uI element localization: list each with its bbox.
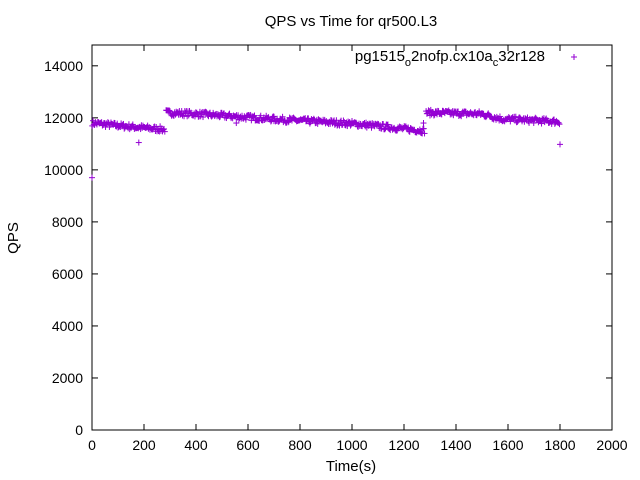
x-tick-label: 1000 [336,437,367,453]
legend: pg1515o2nofp.cx10ac32r128 [355,48,577,69]
data-point-outlier [557,141,563,148]
data-point [420,125,427,132]
data-point [496,113,503,120]
x-tick-label: 2000 [596,437,627,453]
y-tick-label: 4000 [52,318,83,334]
data-point [203,109,210,116]
y-tick-label: 14000 [44,58,83,74]
legend-part: 2nofp.cx10a [411,48,493,65]
data-point [242,116,249,123]
data-series [89,106,563,181]
y-axis-title: QPS [5,222,22,254]
data-point-outlier [420,120,427,127]
data-point [200,114,207,121]
x-tick-label: 600 [236,437,260,453]
data-point [479,110,486,117]
legend-label: pg1515o2nofp.cx10ac32r128 [355,48,545,69]
x-tick-label: 1800 [544,437,575,453]
data-point-outlier [233,120,240,127]
data-point [421,130,428,137]
x-tick-label: 1400 [440,437,471,453]
data-point [384,121,391,128]
y-tick-label: 2000 [52,370,83,386]
x-tick-label: 800 [288,437,312,453]
x-axis-title: Time(s) [326,458,376,475]
legend-marker-symbol [571,54,577,60]
legend-subscript: c [493,57,499,69]
data-point [507,118,514,125]
plot-border [91,44,613,431]
legend-subscript: o [405,57,411,69]
data-point [161,128,168,135]
data-point [184,113,191,120]
x-axis: 0 200 400 600 800 1000 1200 1400 1600 1800 2000 [88,45,628,453]
data-point [512,113,519,120]
x-tick-label: 200 [132,437,156,453]
data-point [250,113,257,120]
data-point [305,115,312,122]
data-point [279,113,286,120]
chart-title: QPS vs Time for qr500.L3 [265,13,438,30]
data-point-outlier [89,174,95,181]
x-tick-label: 400 [184,437,208,453]
x-tick-label: 1600 [492,437,523,453]
data-point [251,112,258,119]
plot-area [91,44,613,431]
data-point [514,118,521,125]
legend-marker [571,54,577,60]
data-point [167,108,173,115]
y-tick-label: 10000 [44,162,83,178]
data-point [555,119,562,126]
data-point [166,107,173,114]
data-point [430,112,437,119]
data-point [161,125,168,132]
data-point [306,120,313,127]
data-point [257,112,264,119]
x-tick-label: 0 [88,437,96,453]
data-point [352,119,359,126]
data-point [226,110,233,117]
data-point [340,117,347,124]
data-point [458,113,465,120]
legend-part: 32r128 [498,48,545,65]
y-tick-label: 8000 [52,214,83,230]
data-point-outlier [135,139,142,146]
y-axis: 0 2000 4000 6000 8000 10000 12000 14000 [44,58,612,438]
data-point [556,121,563,128]
legend-part: pg1515 [355,48,405,65]
data-point [216,114,223,121]
data-point [416,126,423,133]
x-tick-label: 1200 [388,437,419,453]
y-tick-label: 0 [75,422,83,438]
data-point [285,119,292,126]
y-tick-label: 12000 [44,110,83,126]
data-point [530,120,537,127]
data-point [538,120,545,127]
y-tick-label: 6000 [52,266,83,282]
